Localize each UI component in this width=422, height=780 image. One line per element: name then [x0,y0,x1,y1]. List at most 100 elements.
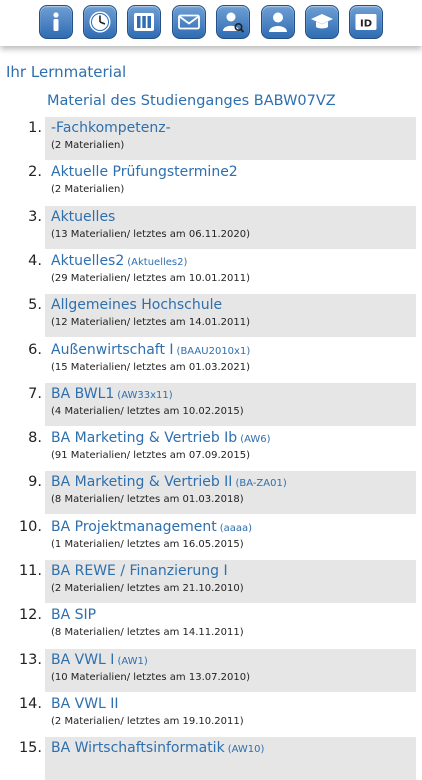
list-item[interactable]: 13. BA VWL I (AW1) (10 Materialien/ letztes… [0,648,422,692]
material-count: (15 Materialien/ letztes am 01.03.2021) [51,361,251,373]
item-number: 7. [28,385,42,402]
profile-icon [269,12,287,32]
course-title-line: -Fachkompetenz- [51,120,416,136]
course-title[interactable]: BA Wirtschaftsinformatik [51,740,225,757]
item-number: 1. [28,120,42,136]
course-card[interactable]: BA SIP (8 Materialien/ letztes am 14.11.2… [45,604,416,647]
course-title[interactable]: BA Projektmanagement [51,518,217,535]
timetable-icon [134,13,154,31]
item-number: 8. [28,430,42,447]
material-count: (8 Materialien/ letztes am 14.11.2011) [51,627,244,639]
item-number: 11. [18,563,42,579]
course-card[interactable]: BA BWL1 (AW33x11) (4 Materialien/ letztes … [45,382,416,426]
info-icon [53,12,59,31]
list-item[interactable]: 15. BA Wirtschaftsinformatik (AW10) [0,737,422,780]
toolbar: ID [0,0,422,46]
course-card[interactable]: BA Marketing & Vertrieb II (BA-ZA01) (8 Ma… [45,471,416,515]
id-card-icon: ID [355,14,377,30]
person-search-button[interactable] [216,5,250,39]
clock-icon [89,11,111,33]
list-item[interactable]: 1. -Fachkompetenz- (2 Materialien) [0,117,422,160]
course-title-line: Allgemeines Hochschule [51,297,416,313]
mail-button[interactable] [172,5,206,39]
profile-button[interactable] [261,5,295,39]
material-count: (8 Materialien/ letztes am 01.03.2018) [51,494,244,506]
course-title-line: BA SIP [51,607,416,623]
study-button[interactable] [305,5,339,39]
course-title[interactable]: Allgemeines Hochschule [51,297,223,314]
course-title[interactable]: BA VWL I [51,651,115,668]
list-item[interactable]: 8. BA Marketing & Vertrieb Ib (AW6) (91 Mat… [0,427,422,470]
course-code: (aaaa) [219,522,253,534]
list-item[interactable]: 11. BA REWE / Finanzierung I (2 Materialie… [0,560,422,603]
course-card[interactable]: Außenwirtschaft I (BAAU2010x1) (15 Materia… [45,339,416,382]
course-title[interactable]: Aktuelle Prüfungstermine2 [51,164,238,181]
material-count: (2 Materialien) [51,184,125,196]
course-title[interactable]: Aktuelles2 [51,252,125,269]
item-number: 5. [28,297,42,314]
list-item[interactable]: 4. Aktuelles2 (Aktuelles2) (29 Materialien/… [0,250,422,293]
material-count: (2 Materialien/ letztes am 21.10.2010) [51,583,244,594]
course-title-line: BA BWL1 (AW33x11) [51,386,416,402]
course-title[interactable]: BA VWL II [51,695,119,712]
course-title-line: BA Projektmanagement (aaaa) [51,519,416,535]
course-code: (AW6) [240,434,271,446]
list-item[interactable]: 5. Allgemeines Hochschule (12 Materialien/… [0,294,422,338]
schedule-button[interactable] [83,5,117,39]
course-card[interactable]: -Fachkompetenz- (2 Materialien) [45,117,416,160]
course-title-line: BA Marketing & Vertrieb II (BA-ZA01) [51,474,416,490]
course-title-line: BA VWL II [51,696,416,712]
course-title-line: Aktuelles2 (Aktuelles2) [51,253,416,269]
course-card[interactable]: BA REWE / Finanzierung I (2 Materialien/ … [45,560,416,603]
course-card[interactable]: BA Wirtschaftsinformatik (AW10) [45,737,416,780]
course-card[interactable]: BA Projektmanagement (aaaa) (1 Materialien… [45,516,416,559]
id-card-label: ID [360,19,372,30]
list-item[interactable]: 3. Aktuelles (13 Materialien/ letztes am 0… [0,205,422,249]
material-count: (1 Materialien/ letztes am 16.05.2015) [51,538,244,550]
material-count: (2 Materialien) [51,140,125,151]
course-code: (Aktuelles2) [127,256,188,268]
course-card[interactable]: BA Marketing & Vertrieb Ib (AW6) (91 Mater… [45,427,416,470]
course-title[interactable]: -Fachkompetenz- [51,120,171,136]
item-number: 15. [18,740,42,757]
item-number: 12. [18,607,42,624]
course-card[interactable]: Aktuelle Prüfungstermine2 (2 Materialien) [45,161,416,204]
id-card-button[interactable]: ID [349,5,383,39]
course-card[interactable]: Aktuelles2 (Aktuelles2) (29 Materialien/ l… [45,250,416,293]
course-title-line: BA VWL I (AW1) [51,652,416,668]
material-count: (10 Materialien/ letztes am 13.07.2010) [51,671,251,683]
list-item[interactable]: 14. BA VWL II (2 Materialien/ letztes am 1… [0,693,422,736]
course-card[interactable]: BA VWL II (2 Materialien/ letztes am 19.1… [45,693,416,736]
item-number: 6. [28,341,42,358]
list-item[interactable]: 2. Aktuelle Prüfungstermine2 (2 Materialie… [0,161,422,204]
course-code: (BAAU2010x1) [176,345,251,357]
item-number: 14. [18,695,42,712]
course-title[interactable]: BA SIP [51,607,97,624]
course-title[interactable]: Aktuelles [51,208,116,225]
material-count: (29 Materialien/ letztes am 10.01.2011) [51,272,251,284]
course-title[interactable]: BA BWL1 [51,385,115,402]
course-title-line: Aktuelles [51,209,416,225]
course-title[interactable]: BA REWE / Finanzierung I [51,563,228,579]
material-count: (12 Materialien/ letztes am 14.01.2011) [51,317,251,329]
course-code: (BA-ZA01) [235,478,287,490]
course-card[interactable]: Allgemeines Hochschule (12 Materialien/ l… [45,294,416,338]
item-number: 4. [28,252,42,269]
list-item[interactable]: 10. BA Projektmanagement (aaaa) (1 Material… [0,516,422,559]
course-card[interactable]: BA VWL I (AW1) (10 Materialien/ letztes am… [45,648,416,692]
list-item[interactable]: 6. Außenwirtschaft I (BAAU2010x1) (15 Mater… [0,339,422,382]
list-item[interactable]: 7. BA BWL1 (AW33x11) (4 Materialien/ letzte… [0,382,422,426]
person-search-icon [223,12,245,33]
list-item[interactable]: 12. BA SIP (8 Materialien/ letztes am 14.1… [0,604,422,647]
graduation-cap-icon [311,14,333,29]
timetable-button[interactable] [127,5,161,39]
course-title[interactable]: Außenwirtschaft I [51,341,174,358]
material-count: (91 Materialien/ letztes am 07.09.2015) [51,450,251,462]
info-button[interactable] [39,5,73,39]
course-title[interactable]: BA Marketing & Vertrieb II [51,474,233,491]
course-title[interactable]: BA Marketing & Vertrieb Ib [51,430,238,447]
course-card[interactable]: Aktuelles (13 Materialien/ letztes am 06.… [45,205,416,249]
course-title-line: Aktuelle Prüfungstermine2 [51,164,416,180]
course-title-line: BA Wirtschaftsinformatik (AW10) [51,740,416,756]
list-item[interactable]: 9. BA Marketing & Vertrieb II (BA-ZA01) (8 … [0,471,422,515]
